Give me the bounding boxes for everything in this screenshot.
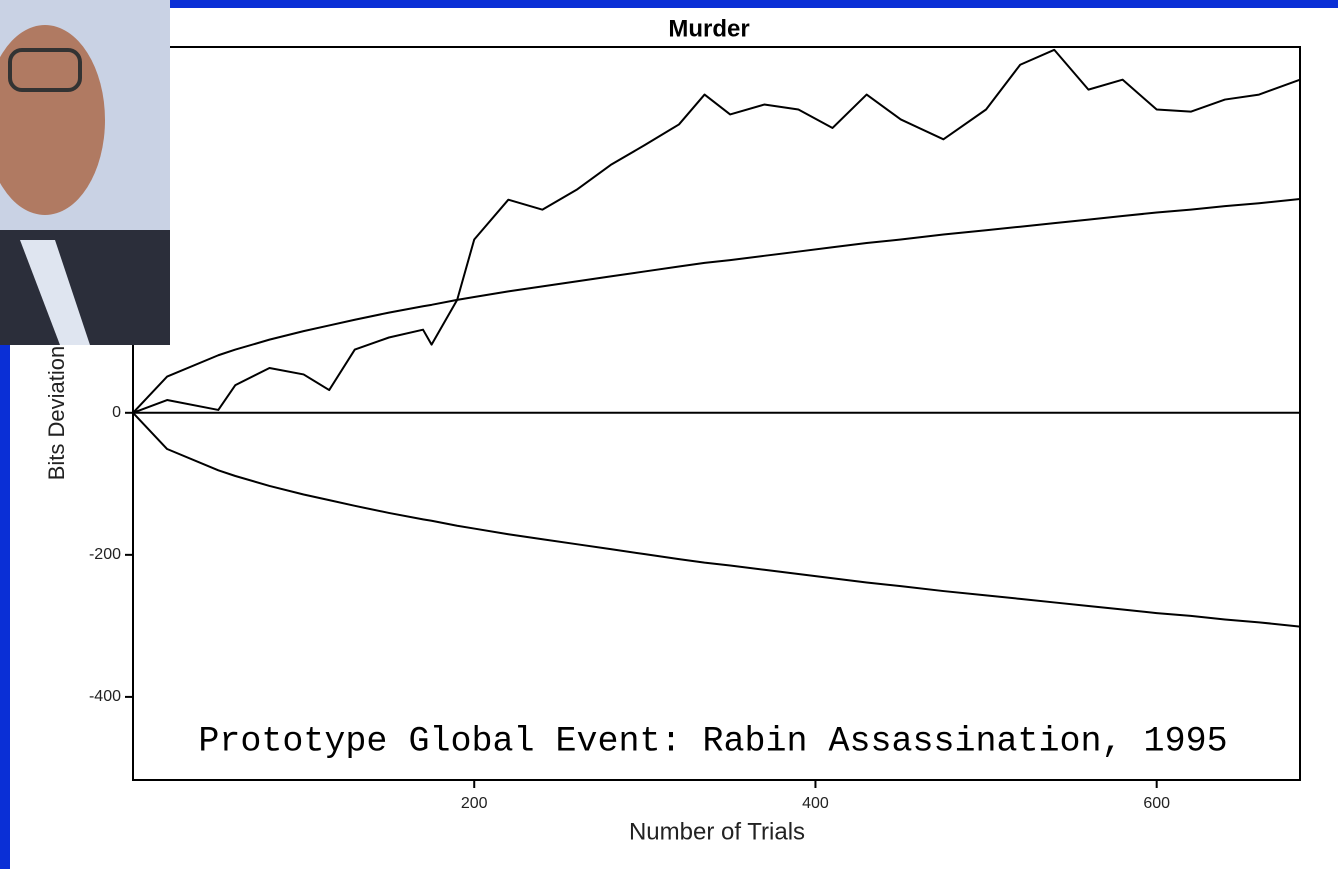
caption: Prototype Global Event: Rabin Assassinat… xyxy=(198,721,1227,761)
y-tick-label: -200 xyxy=(89,546,121,563)
chart-title: Murder xyxy=(668,15,749,42)
photo xyxy=(0,0,170,345)
x-tick-label: 200 xyxy=(461,795,488,812)
x-tick-label: 600 xyxy=(1143,795,1170,812)
slide: Murder Bits Deviation Number of Trials -… xyxy=(0,0,1338,869)
page: {"chart_data": {"type": "line", "title":… xyxy=(0,0,1338,869)
y-axis-label: Bits Deviation xyxy=(44,346,69,481)
y-tick-label: -400 xyxy=(89,688,121,705)
x-tick-label: 400 xyxy=(802,795,829,812)
y-tick-label: 0 xyxy=(112,404,121,421)
x-axis-label: Number of Trials xyxy=(629,818,805,845)
